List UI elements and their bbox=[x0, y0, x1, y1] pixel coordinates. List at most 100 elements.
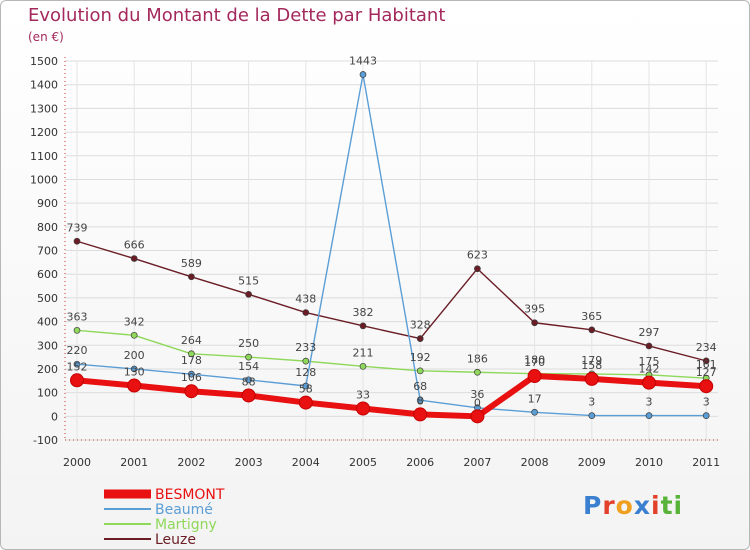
data-label-martigny: 250 bbox=[238, 337, 259, 350]
data-label-leuze: 328 bbox=[410, 319, 431, 332]
data-label-leuze: 365 bbox=[581, 310, 602, 323]
data-label-besmont: 58 bbox=[299, 383, 313, 396]
data-point-besmont bbox=[127, 378, 142, 393]
data-point-besmont bbox=[413, 407, 428, 422]
data-point-martigny bbox=[359, 362, 367, 370]
data-label-martigny: 363 bbox=[67, 310, 88, 323]
data-point-besmont bbox=[70, 373, 84, 388]
data-label-leuze: 739 bbox=[67, 221, 88, 234]
proxiti-logo: Proxiti bbox=[583, 491, 683, 520]
x-tick-label: 2002 bbox=[177, 456, 205, 469]
y-tick-label: 400 bbox=[37, 316, 58, 329]
data-label-besmont: 142 bbox=[639, 363, 660, 376]
legend-label: Martigny bbox=[155, 517, 217, 533]
data-label-besmont: 158 bbox=[581, 359, 602, 372]
data-label-beaumé: 3 bbox=[646, 396, 653, 409]
data-point-martigny bbox=[130, 331, 138, 339]
data-point-martigny bbox=[474, 368, 481, 376]
data-label-martigny: 180 bbox=[524, 354, 545, 367]
data-label-beaumé: 128 bbox=[295, 366, 316, 379]
data-label-martigny: 233 bbox=[295, 341, 316, 354]
data-label-martigny: 186 bbox=[467, 352, 488, 365]
data-label-leuze: 438 bbox=[295, 293, 316, 306]
data-point-besmont bbox=[642, 375, 656, 390]
y-tick-label: 900 bbox=[37, 197, 58, 210]
data-point-leuze bbox=[302, 309, 310, 316]
y-tick-label: 1400 bbox=[30, 79, 58, 92]
data-point-leuze bbox=[245, 290, 252, 298]
chart-unit: (en €) bbox=[28, 30, 64, 44]
data-point-besmont bbox=[184, 384, 199, 399]
data-label-besmont: 88 bbox=[242, 375, 256, 388]
data-label-leuze: 666 bbox=[124, 239, 145, 252]
data-point-leuze bbox=[416, 335, 424, 342]
data-point-beaumé bbox=[188, 370, 195, 378]
logo-letter: x bbox=[633, 491, 651, 520]
y-tick-label: 800 bbox=[37, 221, 58, 234]
data-point-leuze bbox=[588, 326, 596, 334]
data-point-martigny bbox=[416, 367, 424, 375]
y-tick-label: 300 bbox=[37, 339, 58, 352]
data-point-martigny bbox=[245, 353, 252, 361]
data-label-leuze: 395 bbox=[524, 303, 545, 316]
data-label-martigny: 211 bbox=[353, 346, 374, 359]
x-tick-label: 2011 bbox=[692, 456, 720, 469]
data-label-beaumé: 17 bbox=[528, 392, 542, 405]
y-tick-label: 1200 bbox=[30, 126, 58, 139]
data-label-beaumé: 220 bbox=[67, 344, 88, 357]
data-point-leuze bbox=[474, 265, 481, 273]
series-line-leuze bbox=[76, 240, 707, 362]
data-point-beaumé bbox=[245, 376, 252, 384]
series-line-martigny bbox=[76, 329, 707, 379]
data-label-martigny: 175 bbox=[639, 355, 660, 368]
y-tick-label: 500 bbox=[37, 292, 58, 305]
logo-letter: i bbox=[673, 491, 684, 520]
data-label-beaumé: 154 bbox=[238, 360, 259, 373]
data-point-besmont bbox=[527, 369, 542, 384]
x-tick-label: 2006 bbox=[406, 456, 434, 469]
logo-letter: t bbox=[660, 491, 674, 520]
data-label-leuze: 297 bbox=[639, 326, 660, 339]
data-label-besmont: 130 bbox=[124, 366, 145, 379]
data-point-leuze bbox=[645, 342, 653, 350]
data-point-leuze bbox=[702, 357, 710, 365]
data-point-leuze bbox=[73, 237, 81, 245]
data-label-leuze: 623 bbox=[467, 249, 488, 262]
data-label-beaumé: 36 bbox=[470, 388, 484, 401]
x-tick-label: 2007 bbox=[463, 456, 491, 469]
data-label-martigny: 161 bbox=[696, 358, 717, 371]
data-point-martigny bbox=[188, 350, 195, 358]
data-label-besmont: 127 bbox=[696, 366, 717, 379]
series-line-beaumé bbox=[76, 73, 707, 417]
x-tick-label: 2009 bbox=[578, 456, 606, 469]
legend-label: Beaumé bbox=[155, 502, 213, 518]
x-tick-label: 2000 bbox=[63, 456, 91, 469]
data-label-beaumé: 3 bbox=[588, 396, 595, 409]
data-label-leuze: 382 bbox=[353, 306, 374, 319]
data-label-leuze: 234 bbox=[696, 341, 717, 354]
y-tick-label: 1100 bbox=[30, 150, 58, 163]
data-point-besmont bbox=[470, 409, 485, 424]
data-point-martigny bbox=[302, 357, 310, 365]
data-point-beaumé bbox=[702, 412, 710, 419]
data-point-leuze bbox=[531, 319, 538, 327]
data-point-beaumé bbox=[588, 412, 596, 419]
data-point-leuze bbox=[359, 322, 367, 330]
y-tick-label: 200 bbox=[37, 363, 58, 376]
data-label-beaumé: 200 bbox=[124, 349, 145, 362]
data-label-beaumé: 1443 bbox=[349, 55, 377, 68]
y-tick-label: -100 bbox=[33, 434, 58, 447]
data-point-beaumé bbox=[73, 360, 81, 368]
y-tick-label: 600 bbox=[37, 268, 58, 281]
series-layer bbox=[70, 71, 714, 424]
data-label-besmont: 8 bbox=[417, 394, 424, 407]
x-tick-label: 2001 bbox=[120, 456, 148, 469]
data-label-besmont: 106 bbox=[181, 371, 202, 384]
data-point-besmont bbox=[241, 388, 256, 403]
data-point-besmont bbox=[298, 395, 313, 410]
data-point-beaumé bbox=[645, 412, 653, 419]
logo-letter: r bbox=[602, 491, 616, 520]
y-tick-label: 1500 bbox=[30, 55, 58, 68]
